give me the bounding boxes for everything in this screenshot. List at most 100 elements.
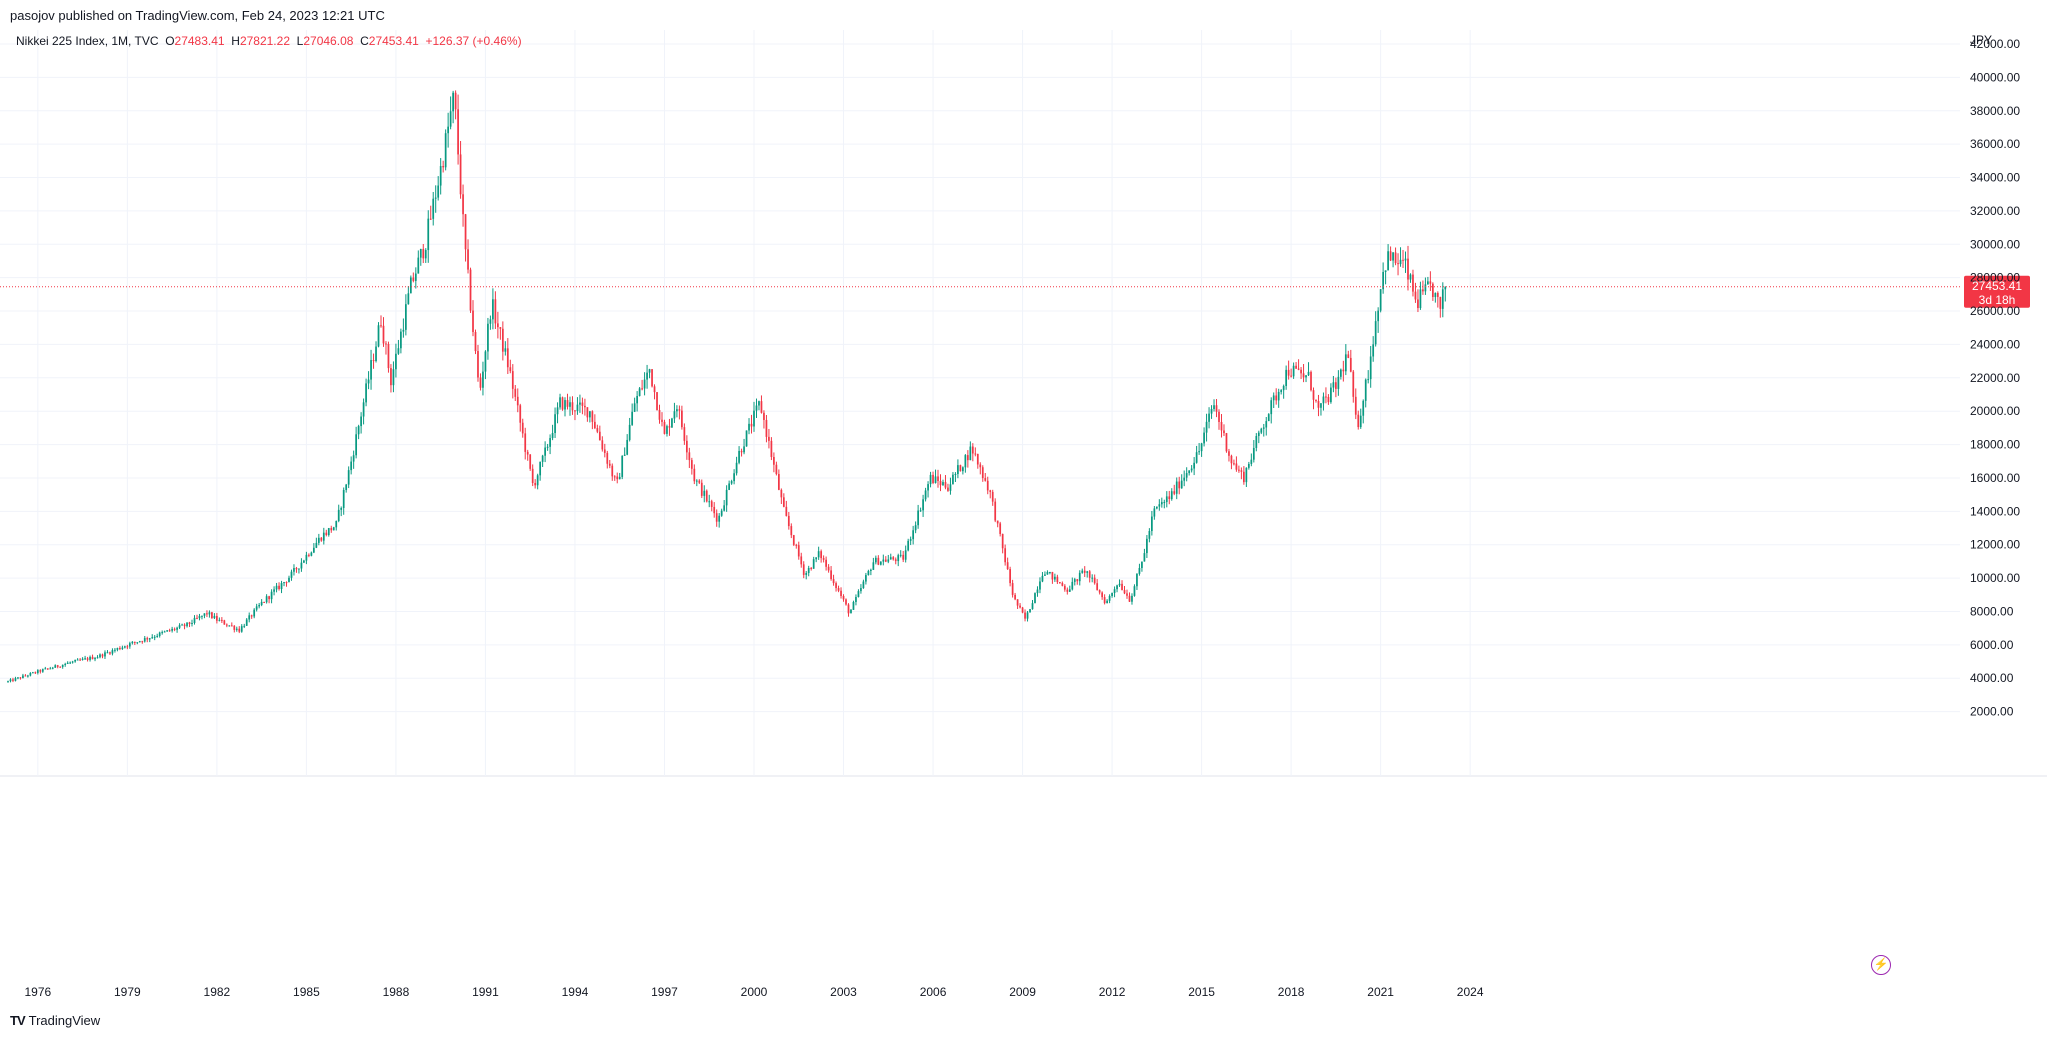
candle-body — [685, 440, 688, 453]
candle-body — [524, 433, 527, 452]
time-axis[interactable]: 1976 1979 1982 1985 1988 1991 1994 1997 2000 2003… — [24, 985, 1483, 999]
candle-body — [501, 328, 504, 352]
candle-body — [250, 615, 253, 617]
symbol-legend: Nikkei 225 Index, 1M, TVC O27483.41 H278… — [16, 34, 522, 48]
candle-body — [1133, 586, 1136, 596]
candle — [952, 472, 954, 485]
candle — [1029, 608, 1031, 613]
candle — [484, 350, 487, 380]
candle — [526, 449, 529, 461]
candle-body — [904, 550, 907, 560]
candle — [912, 525, 915, 545]
tradingview-brand[interactable]: TV TradingView — [10, 1013, 100, 1028]
candle-body — [529, 454, 532, 469]
candle-body — [1158, 504, 1161, 507]
candle-body — [638, 388, 641, 397]
candle — [1352, 369, 1355, 403]
candle — [327, 527, 330, 537]
candle-body — [1218, 411, 1220, 422]
candle — [19, 677, 22, 680]
candle-body — [1260, 428, 1263, 433]
candle-body — [1096, 583, 1099, 591]
candle — [497, 311, 499, 339]
candle — [337, 504, 340, 523]
candle — [1369, 345, 1372, 388]
candle-body — [128, 643, 131, 647]
candle — [554, 407, 556, 438]
candle — [613, 475, 616, 481]
candle-body — [521, 422, 524, 434]
candle-body — [773, 456, 775, 465]
candle — [1245, 467, 1248, 487]
candle — [258, 602, 261, 609]
candle — [1240, 467, 1243, 480]
candle — [1441, 282, 1444, 318]
candle-body — [1073, 579, 1076, 582]
candle-body — [325, 532, 328, 536]
candle-body — [1101, 592, 1104, 598]
candle — [648, 368, 651, 379]
candle-body — [469, 269, 472, 311]
candle-body — [1019, 605, 1021, 608]
candle — [1049, 571, 1051, 575]
candle-body — [1332, 382, 1335, 388]
candle-body — [303, 560, 305, 563]
candle-body — [121, 647, 124, 649]
candle — [1290, 368, 1292, 378]
candle — [1292, 362, 1295, 379]
candle — [1220, 414, 1223, 438]
symbol-info[interactable]: Nikkei 225 Index, 1M, TVC — [16, 34, 159, 48]
candle — [119, 646, 121, 651]
candle-body — [382, 325, 385, 344]
candle-body — [1121, 583, 1123, 591]
candle — [1016, 599, 1019, 610]
candle-body — [733, 473, 735, 482]
candle — [1036, 586, 1039, 597]
candle-body — [1342, 369, 1345, 372]
candle-body — [146, 638, 149, 640]
candle-body — [964, 455, 967, 468]
candle-body — [148, 638, 151, 640]
candle — [36, 669, 39, 675]
candle — [800, 552, 803, 568]
candle — [959, 464, 962, 472]
candle — [158, 631, 161, 638]
candle-body — [285, 582, 288, 584]
lightning-icon[interactable]: ⚡ — [1871, 955, 1891, 975]
candle-body — [947, 487, 949, 491]
candle-body — [1436, 292, 1439, 297]
candle-body — [1086, 571, 1089, 573]
candle-body — [603, 449, 606, 453]
candle — [283, 581, 285, 587]
candle-body — [168, 630, 171, 632]
candle — [1317, 394, 1320, 417]
price-axis[interactable]: 2000.00 4000.00 6000.00 8000.00 10000.00 1200… — [1970, 33, 2020, 719]
candle — [193, 615, 196, 625]
candle — [1093, 574, 1096, 585]
candle-body — [511, 371, 514, 389]
candle-body — [1163, 502, 1166, 504]
candle — [1404, 251, 1407, 273]
candle — [181, 623, 183, 626]
candle — [1111, 592, 1113, 598]
candle — [541, 454, 544, 467]
candle — [1175, 477, 1178, 500]
candle-body — [1235, 463, 1238, 470]
candle-body — [176, 627, 178, 630]
candle-body — [1367, 379, 1370, 381]
candle-body — [690, 460, 693, 469]
candle — [469, 267, 472, 313]
candle — [66, 661, 69, 665]
candle-body — [713, 506, 716, 514]
candle — [1436, 291, 1439, 308]
close-label: C — [360, 34, 369, 48]
candle-body — [337, 509, 340, 521]
candle — [116, 647, 119, 652]
candle — [1262, 423, 1265, 437]
candle — [317, 533, 320, 546]
candle-body — [449, 111, 452, 127]
candle — [914, 521, 917, 534]
candle — [671, 417, 673, 428]
candle — [1250, 453, 1253, 467]
